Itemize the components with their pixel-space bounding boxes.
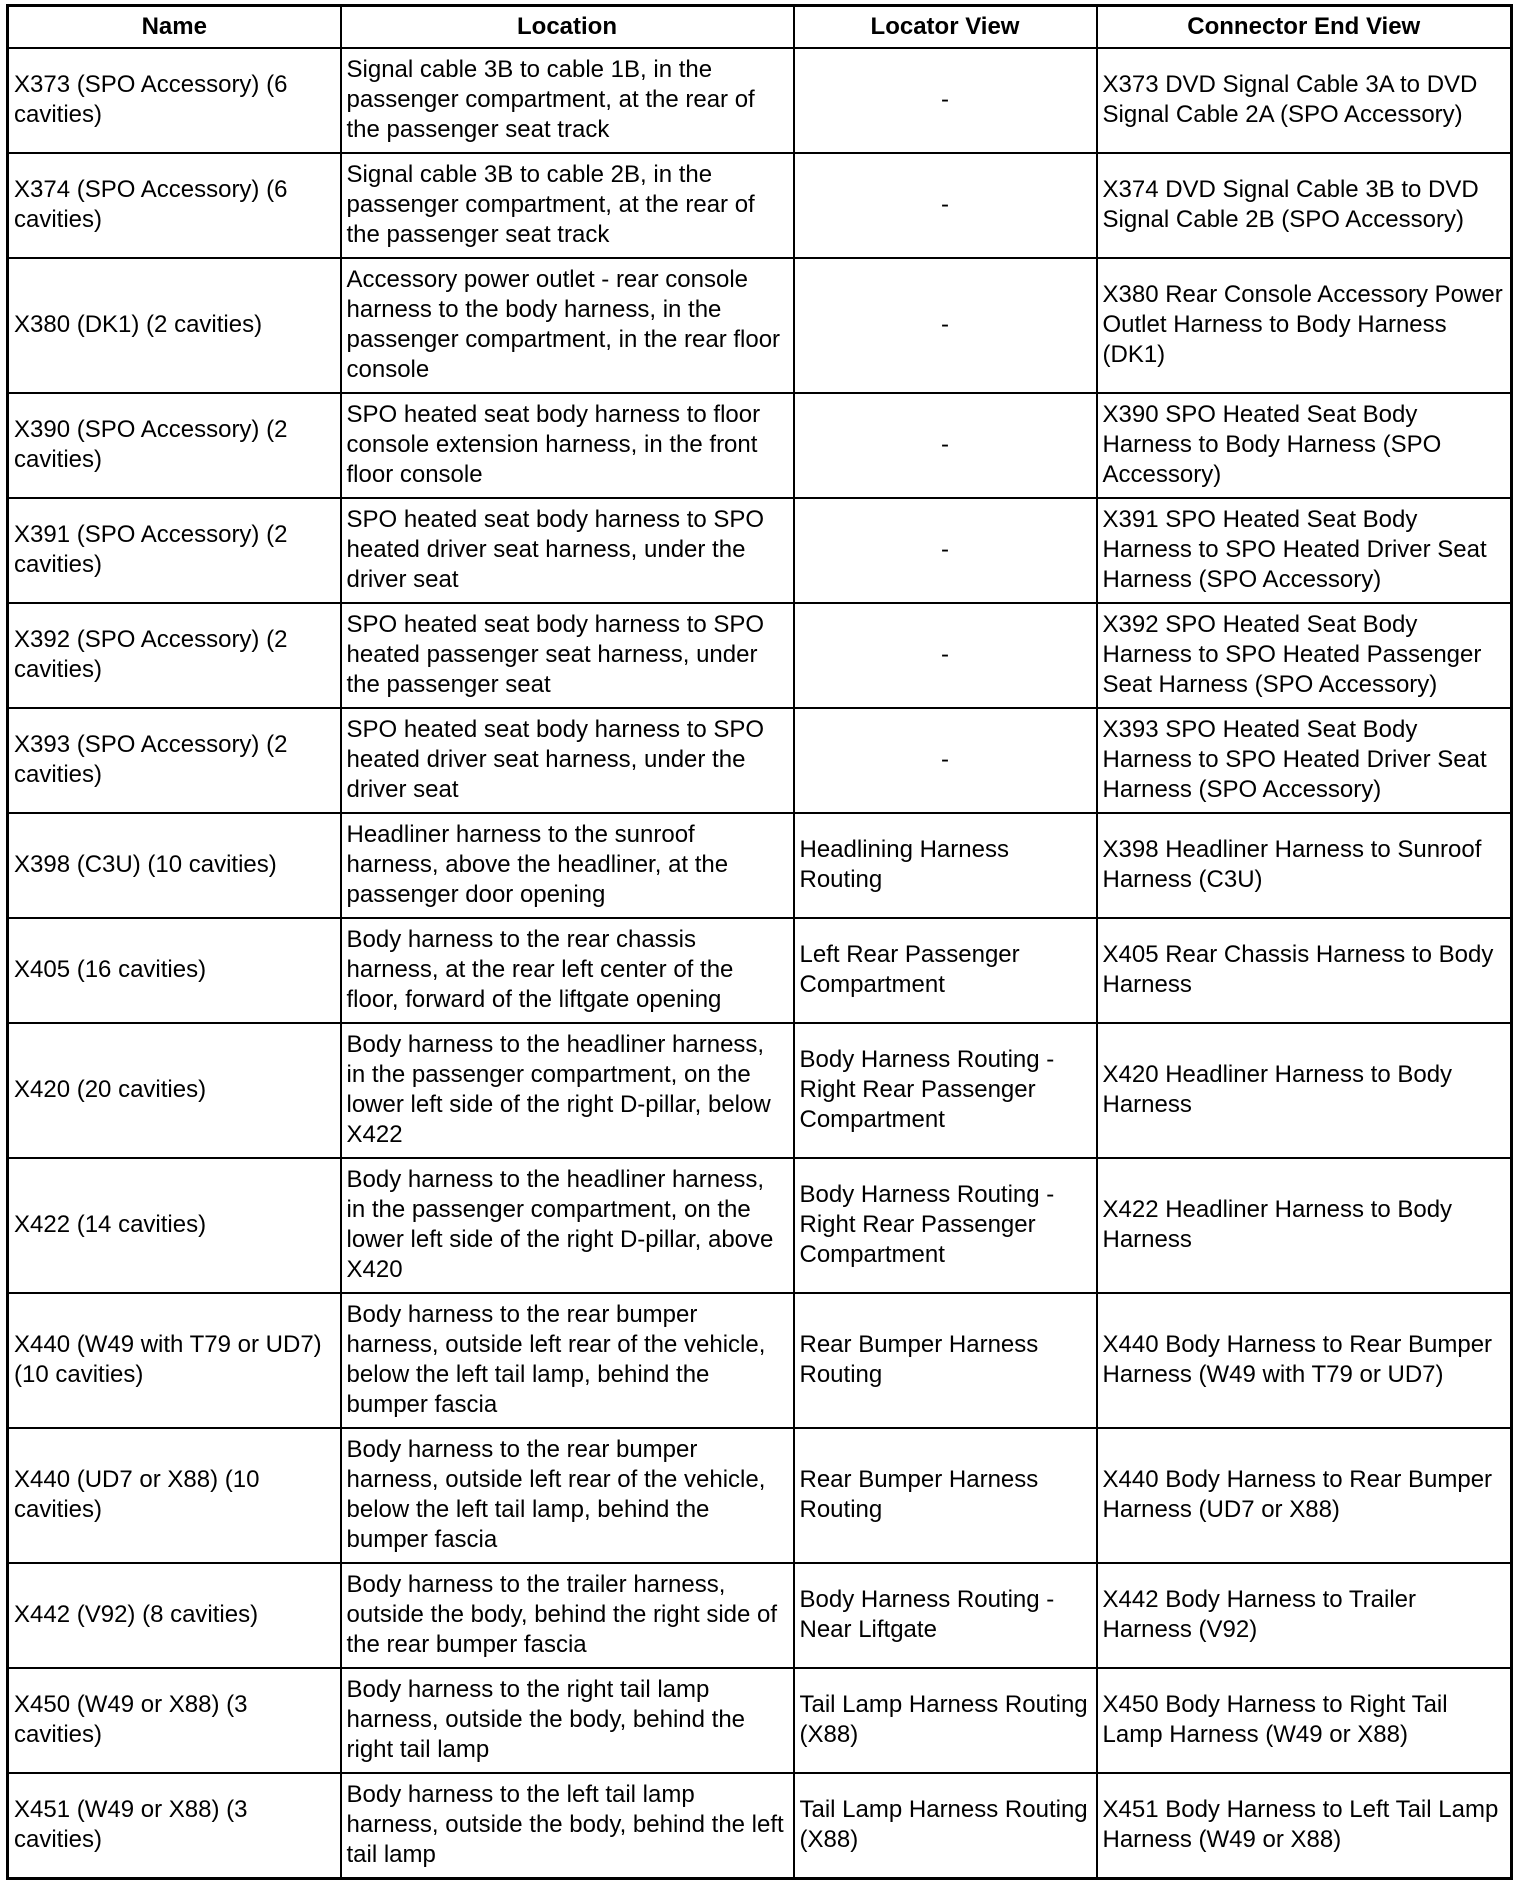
cell-locator-view: Rear Bumper Harness Routing: [792, 1292, 1098, 1429]
table-row: X374 (SPO Accessory) (6 cavities) Signal …: [6, 152, 1513, 259]
cell-name: X374 (SPO Accessory) (6 cavities): [6, 152, 342, 259]
table-row: X442 (V92) (8 cavities) Body harness to t…: [6, 1562, 1513, 1669]
cell-location: SPO heated seat body harness to SPO heat…: [339, 707, 795, 814]
cell-location: Body harness to the headliner harness, i…: [339, 1157, 795, 1294]
header-connector-end-view: Connector End View: [1095, 4, 1513, 49]
cell-location: Signal cable 3B to cable 1B, in the pass…: [339, 47, 795, 154]
table-row: X405 (16 cavities) Body harness to the re…: [6, 917, 1513, 1024]
cell-name: X380 (DK1) (2 cavities): [6, 257, 342, 394]
table-row: X451 (W49 or X88) (3 cavities) Body harne…: [6, 1772, 1513, 1880]
header-name: Name: [6, 4, 342, 49]
cell-name: X451 (W49 or X88) (3 cavities): [6, 1772, 342, 1880]
cell-name: X391 (SPO Accessory) (2 cavities): [6, 497, 342, 604]
table-row: X422 (14 cavities) Body harness to the he…: [6, 1157, 1513, 1294]
cell-locator-view: -: [792, 602, 1098, 709]
header-row: Name Location Locator View Connector End…: [6, 4, 1513, 49]
cell-location: Headliner harness to the sunroof harness…: [339, 812, 795, 919]
cell-name: X420 (20 cavities): [6, 1022, 342, 1159]
cell-connector-end-view: X450 Body Harness to Right Tail Lamp Har…: [1095, 1667, 1513, 1774]
cell-location: Body harness to the headliner harness, i…: [339, 1022, 795, 1159]
cell-locator-view: Tail Lamp Harness Routing (X88): [792, 1667, 1098, 1774]
cell-location: Body harness to the right tail lamp harn…: [339, 1667, 795, 1774]
cell-locator-view: -: [792, 47, 1098, 154]
connector-table: Name Location Locator View Connector End…: [6, 4, 1513, 1880]
cell-connector-end-view: X451 Body Harness to Left Tail Lamp Harn…: [1095, 1772, 1513, 1880]
cell-location: SPO heated seat body harness to floor co…: [339, 392, 795, 499]
cell-connector-end-view: X380 Rear Console Accessory Power Outlet…: [1095, 257, 1513, 394]
cell-connector-end-view: X420 Headliner Harness to Body Harness: [1095, 1022, 1513, 1159]
table-row: X440 (UD7 or X88) (10 cavities) Body harn…: [6, 1427, 1513, 1564]
cell-location: Accessory power outlet - rear console ha…: [339, 257, 795, 394]
cell-locator-view: -: [792, 152, 1098, 259]
cell-name: X442 (V92) (8 cavities): [6, 1562, 342, 1669]
cell-name: X392 (SPO Accessory) (2 cavities): [6, 602, 342, 709]
cell-connector-end-view: X392 SPO Heated Seat Body Harness to SPO…: [1095, 602, 1513, 709]
cell-locator-view: Body Harness Routing - Right Rear Passen…: [792, 1022, 1098, 1159]
cell-connector-end-view: X442 Body Harness to Trailer Harness (V9…: [1095, 1562, 1513, 1669]
table-row: X440 (W49 with T79 or UD7) (10 cavities)…: [6, 1292, 1513, 1429]
header-locator-view: Locator View: [792, 4, 1098, 49]
cell-connector-end-view: X374 DVD Signal Cable 3B to DVD Signal C…: [1095, 152, 1513, 259]
cell-location: Body harness to the rear bumper harness,…: [339, 1427, 795, 1564]
cell-locator-view: Rear Bumper Harness Routing: [792, 1427, 1098, 1564]
cell-locator-view: -: [792, 392, 1098, 499]
cell-connector-end-view: X405 Rear Chassis Harness to Body Harnes…: [1095, 917, 1513, 1024]
cell-location: Body harness to the left tail lamp harne…: [339, 1772, 795, 1880]
cell-name: X440 (W49 with T79 or UD7) (10 cavities): [6, 1292, 342, 1429]
table-row: X373 (SPO Accessory) (6 cavities) Signal …: [6, 47, 1513, 154]
cell-location: SPO heated seat body harness to SPO heat…: [339, 497, 795, 604]
cell-name: X450 (W49 or X88) (3 cavities): [6, 1667, 342, 1774]
cell-name: X398 (C3U) (10 cavities): [6, 812, 342, 919]
cell-connector-end-view: X422 Headliner Harness to Body Harness: [1095, 1157, 1513, 1294]
table-row: X380 (DK1) (2 cavities) Accessory power o…: [6, 257, 1513, 394]
cell-connector-end-view: X390 SPO Heated Seat Body Harness to Bod…: [1095, 392, 1513, 499]
cell-connector-end-view: X440 Body Harness to Rear Bumper Harness…: [1095, 1292, 1513, 1429]
cell-locator-view: Body Harness Routing - Near Liftgate: [792, 1562, 1098, 1669]
cell-location: SPO heated seat body harness to SPO heat…: [339, 602, 795, 709]
cell-location: Body harness to the trailer harness, out…: [339, 1562, 795, 1669]
cell-locator-view: -: [792, 707, 1098, 814]
cell-name: X373 (SPO Accessory) (6 cavities): [6, 47, 342, 154]
table-row: X398 (C3U) (10 cavities) Headliner harnes…: [6, 812, 1513, 919]
cell-location: Signal cable 3B to cable 2B, in the pass…: [339, 152, 795, 259]
table-row: X420 (20 cavities) Body harness to the he…: [6, 1022, 1513, 1159]
cell-location: Body harness to the rear bumper harness,…: [339, 1292, 795, 1429]
cell-name: X405 (16 cavities): [6, 917, 342, 1024]
cell-connector-end-view: X373 DVD Signal Cable 3A to DVD Signal C…: [1095, 47, 1513, 154]
table-row: X393 (SPO Accessory) (2 cavities) SPO hea…: [6, 707, 1513, 814]
header-location: Location: [339, 4, 795, 49]
cell-connector-end-view: X393 SPO Heated Seat Body Harness to SPO…: [1095, 707, 1513, 814]
table-row: X392 (SPO Accessory) (2 cavities) SPO hea…: [6, 602, 1513, 709]
cell-name: X390 (SPO Accessory) (2 cavities): [6, 392, 342, 499]
cell-connector-end-view: X398 Headliner Harness to Sunroof Harnes…: [1095, 812, 1513, 919]
table-row: X391 (SPO Accessory) (2 cavities) SPO hea…: [6, 497, 1513, 604]
cell-locator-view: Headlining Harness Routing: [792, 812, 1098, 919]
cell-location: Body harness to the rear chassis harness…: [339, 917, 795, 1024]
cell-locator-view: Left Rear Passenger Compartment: [792, 917, 1098, 1024]
cell-name: X393 (SPO Accessory) (2 cavities): [6, 707, 342, 814]
cell-locator-view: -: [792, 497, 1098, 604]
cell-connector-end-view: X440 Body Harness to Rear Bumper Harness…: [1095, 1427, 1513, 1564]
cell-name: X440 (UD7 or X88) (10 cavities): [6, 1427, 342, 1564]
cell-connector-end-view: X391 SPO Heated Seat Body Harness to SPO…: [1095, 497, 1513, 604]
cell-name: X422 (14 cavities): [6, 1157, 342, 1294]
table-row: X450 (W49 or X88) (3 cavities) Body harne…: [6, 1667, 1513, 1774]
table-row: X390 (SPO Accessory) (2 cavities) SPO hea…: [6, 392, 1513, 499]
cell-locator-view: Tail Lamp Harness Routing (X88): [792, 1772, 1098, 1880]
cell-locator-view: -: [792, 257, 1098, 394]
cell-locator-view: Body Harness Routing - Right Rear Passen…: [792, 1157, 1098, 1294]
